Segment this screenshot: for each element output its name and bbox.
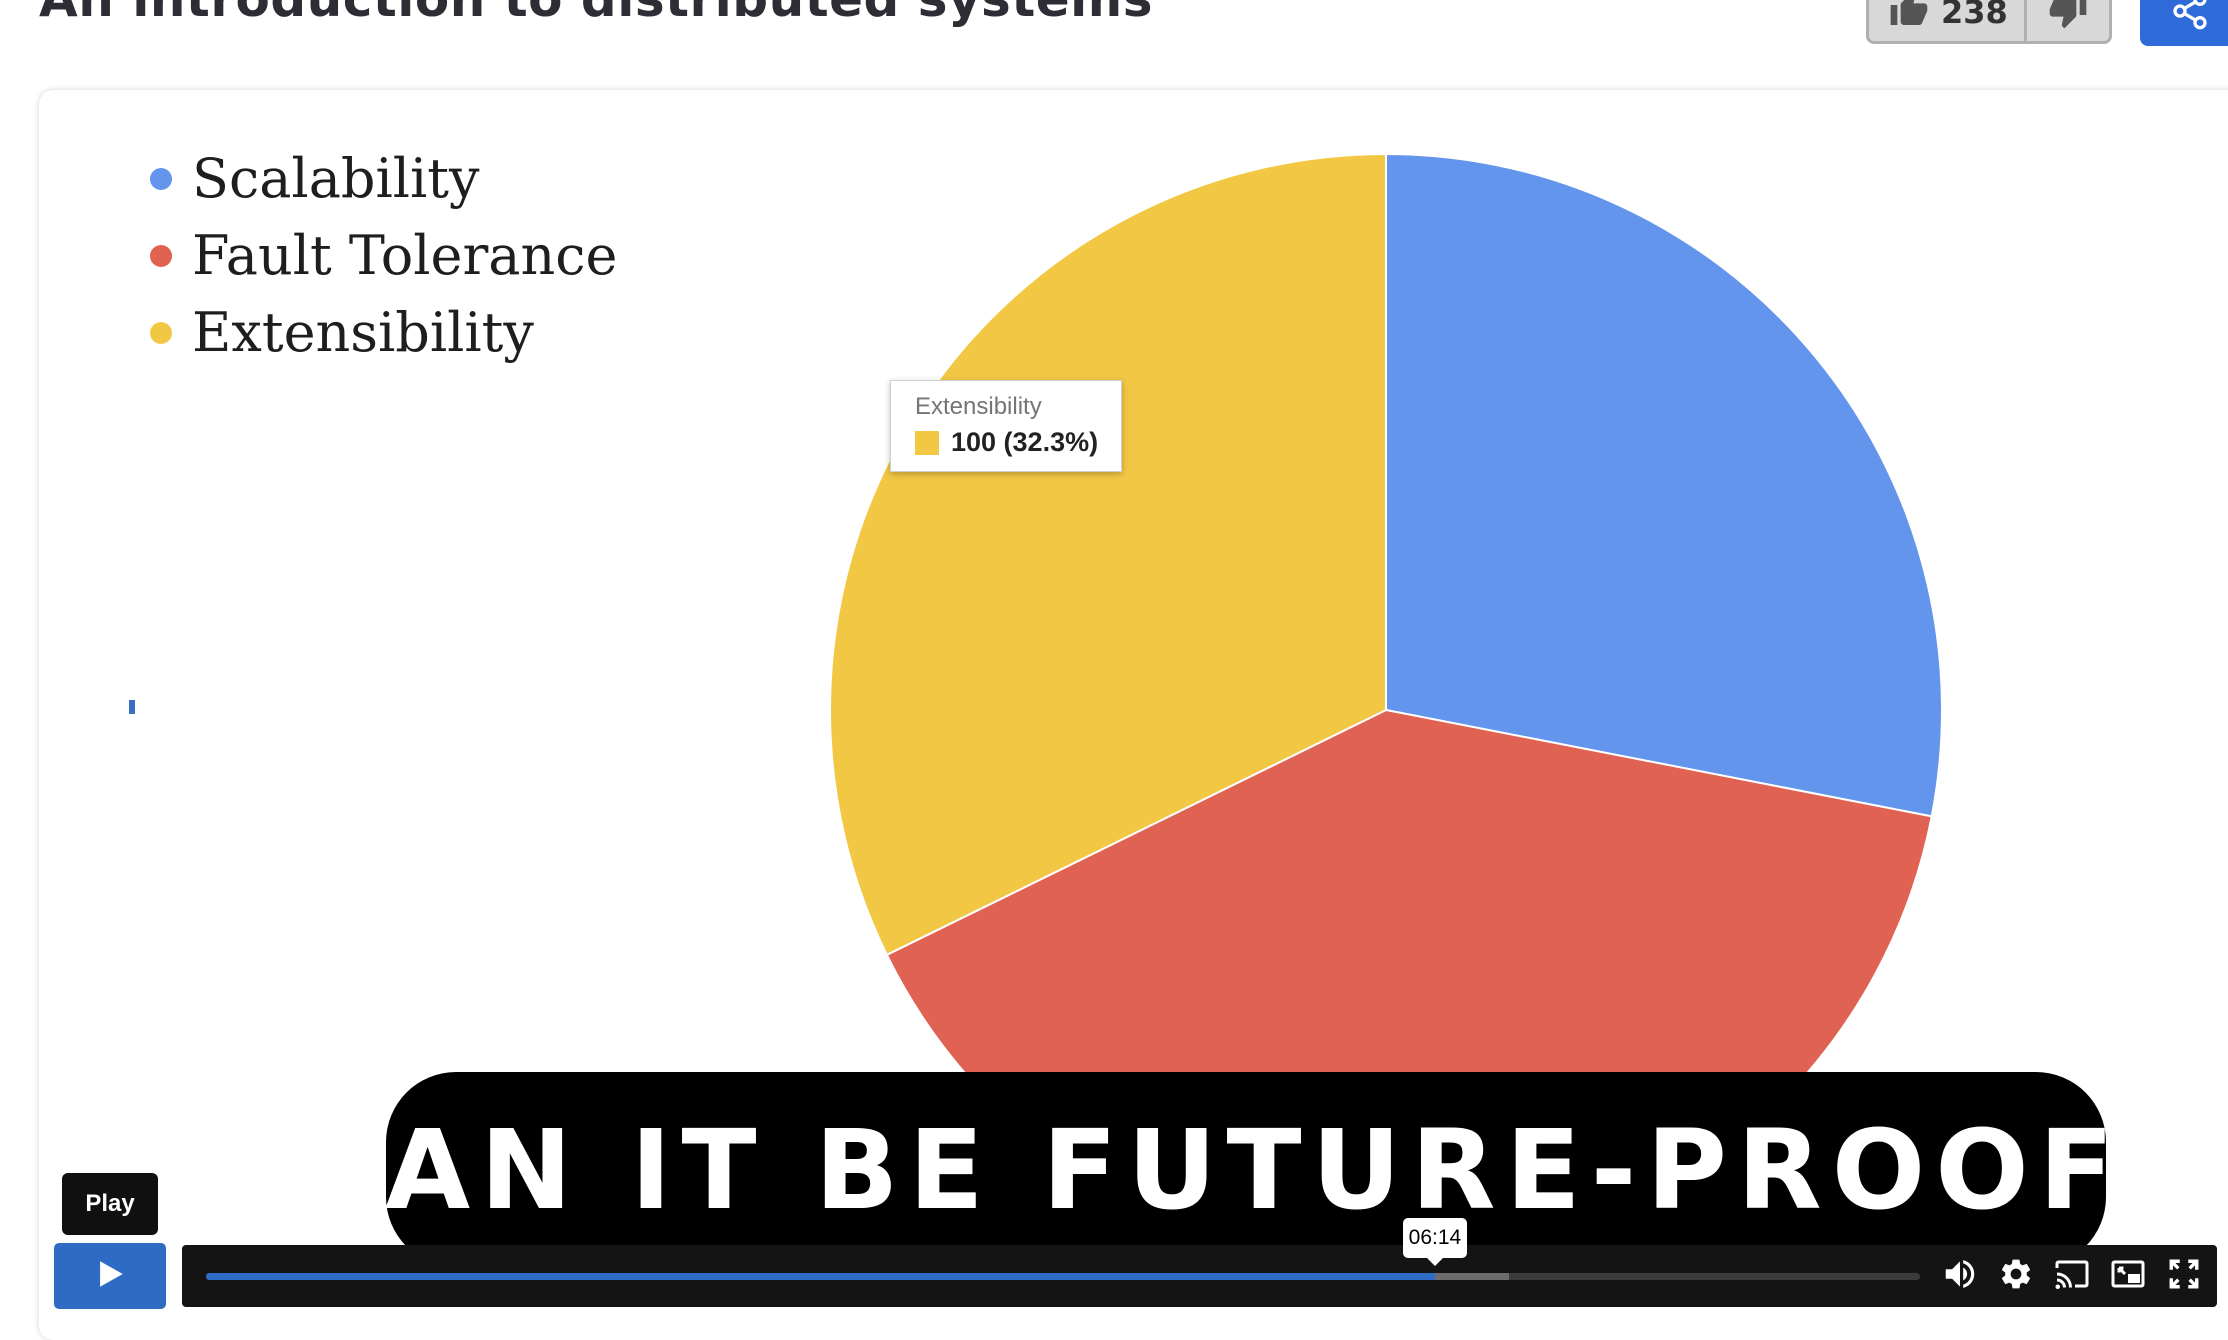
play-icon [93, 1257, 127, 1296]
thumbs-up-icon [1889, 0, 1929, 35]
play-tooltip: Play [62, 1173, 158, 1235]
fullscreen-icon [2167, 1257, 2201, 1296]
picture-in-picture-button[interactable] [2108, 1258, 2148, 1294]
settings-button[interactable] [1996, 1258, 2036, 1294]
progress-bar[interactable] [206, 1273, 1920, 1280]
dislike-button[interactable] [2027, 0, 2109, 41]
legend-swatch [150, 321, 172, 344]
legend-swatch [150, 167, 172, 190]
vote-group: 238 [1866, 0, 2112, 44]
control-bar [182, 1245, 2217, 1307]
thumbs-down-icon [2048, 0, 2088, 35]
legend-item-fault-tolerance: Fault Tolerance [150, 217, 617, 294]
legend-item-extensibility: Extensibility [150, 294, 617, 371]
share-button[interactable] [2140, 0, 2228, 46]
like-button[interactable]: 238 [1869, 0, 2027, 41]
play-button[interactable] [54, 1243, 166, 1309]
progress-played [206, 1273, 1435, 1280]
volume-icon [1941, 1255, 1979, 1298]
legend-swatch [150, 244, 172, 267]
cast-button[interactable] [2052, 1258, 2092, 1294]
fullscreen-button[interactable] [2164, 1258, 2204, 1294]
volume-button[interactable] [1940, 1258, 1980, 1294]
chart-legend: Scalability Fault Tolerance Extensibilit… [150, 140, 617, 371]
legend-label: Scalability [192, 147, 480, 210]
page-title: An introduction to distributed systems [39, 0, 1153, 28]
caption-overlay: CAN IT BE FUTURE-PROOF? [294, 1072, 2188, 1267]
hover-time-tooltip: 06:14 [1402, 1218, 1467, 1266]
like-count: 238 [1941, 0, 2008, 31]
pie-slice-scalability[interactable] [1385, 152, 1943, 818]
tooltip-value: 100 (32.3%) [951, 427, 1099, 457]
caption-text: CAN IT BE FUTURE-PROOF? [294, 1105, 2198, 1234]
chart-tooltip: Extensibility 100 (32.3%) [890, 380, 1122, 472]
legend-label: Extensibility [192, 301, 534, 364]
legend-label: Fault Tolerance [192, 224, 618, 287]
video-artifact-mark [129, 700, 135, 714]
share-icon [2170, 0, 2210, 36]
cast-icon [2054, 1256, 2090, 1297]
picture-in-picture-icon [2110, 1256, 2146, 1297]
tooltip-swatch [915, 430, 939, 455]
tooltip-label: Extensibility [915, 393, 1042, 420]
settings-icon [1998, 1256, 2034, 1297]
legend-item-scalability: Scalability [150, 140, 617, 217]
